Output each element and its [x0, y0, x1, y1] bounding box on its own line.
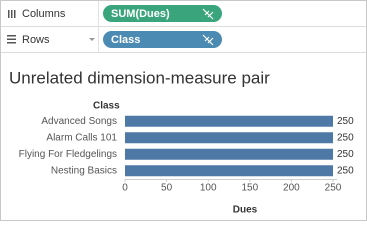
sort-icon[interactable] [202, 34, 214, 46]
pill-label[interactable]: SUM(Dues) [111, 8, 170, 20]
pill-label[interactable]: Class [111, 34, 140, 46]
dropdown-arrow[interactable] [89, 38, 95, 41]
chart-title: Unrelated dimension-measure pair [9, 68, 270, 87]
shelf-label: Rows [22, 34, 50, 46]
pill[interactable]: SUM(Dues) [103, 5, 222, 22]
category-header: Class [93, 101, 120, 112]
x-tick-label: 50 [161, 183, 173, 194]
x-tick-label: 200 [283, 183, 300, 194]
y-tick-label: Alarm Calls 101 [46, 132, 117, 143]
x-tick-label: 0 [122, 183, 128, 194]
bar [125, 115, 333, 127]
value-label: 250 [337, 116, 354, 127]
y-tick-label: Advanced Songs [41, 116, 117, 127]
bar [125, 132, 333, 144]
bar [125, 148, 333, 160]
shelf-label: Columns [22, 8, 66, 20]
bar [125, 165, 333, 177]
value-label: 250 [337, 132, 354, 143]
tableau-view: Columns SUM(Dues) Rows Class Unrelated d… [0, 0, 367, 221]
rows-icon [7, 35, 16, 44]
sort-icon[interactable] [202, 8, 214, 20]
value-label: 250 [337, 149, 354, 160]
value-label: 250 [337, 165, 354, 176]
x-tick-label: 250 [325, 183, 342, 194]
x-tick-label: 100 [200, 183, 217, 194]
y-tick-label: Nesting Basics [51, 165, 117, 176]
columns-icon [8, 10, 16, 18]
x-axis-title: Dues [233, 205, 258, 216]
y-tick-label: Flying For Fledgelings [19, 149, 117, 160]
pill[interactable]: Class [103, 31, 222, 48]
pill-bg[interactable] [103, 31, 222, 48]
pill-bg[interactable] [103, 5, 222, 22]
x-tick-label: 150 [241, 183, 258, 194]
